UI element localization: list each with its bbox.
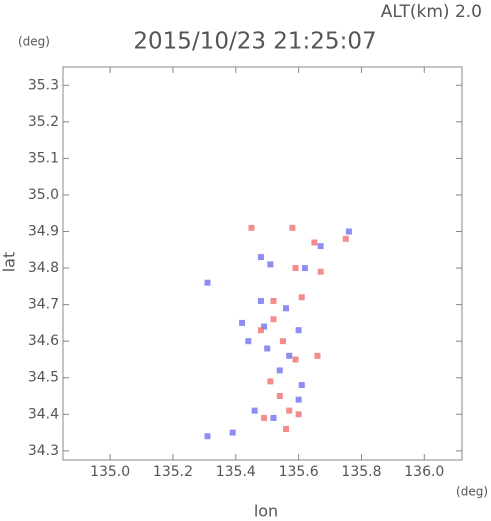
data-point: [276, 393, 283, 400]
data-point: [264, 345, 271, 352]
data-point: [295, 327, 302, 334]
y-tick-label: 34.9: [28, 224, 59, 240]
y-tick-label: 34.3: [28, 443, 59, 459]
data-point: [317, 243, 324, 250]
data-point: [204, 279, 211, 286]
y-tick-label: 34.6: [28, 333, 59, 349]
x-axis-label: lon: [254, 502, 278, 521]
data-point: [270, 414, 277, 421]
data-point: [292, 356, 299, 363]
x-tick-label: 135.8: [341, 464, 381, 480]
x-tick-label: 136.0: [404, 464, 444, 480]
data-point: [276, 367, 283, 374]
data-point: [204, 433, 211, 440]
data-point: [261, 414, 268, 421]
data-point: [311, 239, 318, 246]
x-tick-label: 135.6: [279, 464, 319, 480]
data-point: [345, 228, 352, 235]
data-point: [292, 265, 299, 272]
y-tick-label: 35.2: [28, 114, 59, 130]
data-point: [279, 338, 286, 345]
plot-frame: [62, 66, 463, 461]
data-point: [283, 305, 290, 312]
y-unit: (deg): [18, 35, 50, 49]
y-tick-label: 35.0: [28, 187, 59, 203]
data-point: [251, 407, 258, 414]
x-tick-label: 135.2: [153, 464, 193, 480]
y-axis-label: lat: [0, 252, 19, 273]
y-tick-label: 34.7: [28, 297, 59, 313]
data-point: [286, 407, 293, 414]
data-point: [257, 327, 264, 334]
data-point: [298, 382, 305, 389]
x-tick-label: 135.0: [90, 464, 130, 480]
y-tick-label: 35.3: [28, 77, 59, 93]
data-point: [298, 294, 305, 301]
data-point: [261, 323, 268, 330]
data-point: [267, 261, 274, 268]
data-point: [314, 352, 321, 359]
data-point: [248, 224, 255, 231]
data-point: [245, 338, 252, 345]
altitude-label: ALT(km) 2.0: [381, 2, 482, 22]
y-tick-label: 35.1: [28, 150, 59, 166]
data-point: [317, 268, 324, 275]
data-point: [257, 254, 264, 261]
data-point: [295, 411, 302, 418]
data-point: [301, 265, 308, 272]
data-point: [239, 319, 246, 326]
data-point: [229, 429, 236, 436]
data-point: [257, 297, 264, 304]
data-point: [267, 378, 274, 385]
data-point: [283, 425, 290, 432]
data-point: [270, 297, 277, 304]
y-tick-label: 34.5: [28, 370, 59, 386]
data-point: [289, 224, 296, 231]
y-tick-label: 34.4: [28, 406, 59, 422]
data-point: [342, 235, 349, 242]
data-point: [286, 352, 293, 359]
y-tick-label: 34.8: [28, 260, 59, 276]
x-unit: (deg): [456, 485, 488, 499]
data-point: [295, 396, 302, 403]
chart-title: 2015/10/23 21:25:07: [133, 29, 376, 55]
x-tick-label: 135.4: [216, 464, 256, 480]
data-point: [270, 316, 277, 323]
